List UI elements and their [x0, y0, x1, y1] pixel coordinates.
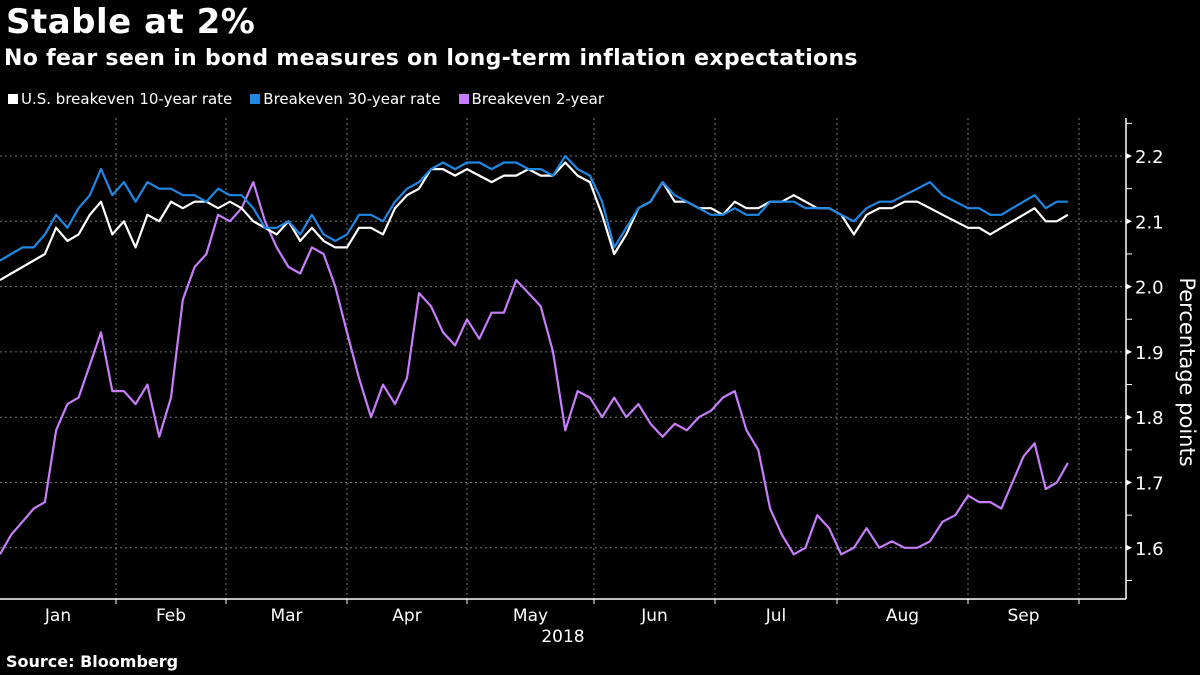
y-tick-marker [1126, 414, 1132, 421]
legend-label-2yr: Breakeven 2-year [471, 90, 605, 108]
legend: U.S. breakeven 10-year rate Breakeven 30… [8, 90, 604, 108]
y-tick-label: 1.8 [1135, 408, 1164, 429]
legend-swatch-2yr [458, 94, 469, 104]
y-tick-label: 2.2 [1135, 147, 1164, 168]
y-tick-label: 2.1 [1135, 212, 1164, 233]
x-axis-year-label: 2018 [541, 627, 584, 647]
y-tick-marker [1126, 348, 1132, 355]
x-tick-label: Jul [765, 606, 787, 626]
legend-swatch-10yr [8, 94, 18, 104]
y-tick-label: 1.6 [1135, 539, 1164, 560]
x-tick-label: Sep [1007, 606, 1039, 626]
legend-swatch-30yr [250, 94, 261, 104]
y-tick-label: 2.0 [1135, 278, 1164, 299]
gridlines [0, 118, 1126, 599]
legend-item-30yr: Breakeven 30-year rate [250, 90, 441, 108]
chart-title: Stable at 2% [6, 2, 256, 42]
legend-item-10yr: U.S. breakeven 10-year rate [8, 90, 232, 108]
x-tick-label: Mar [270, 606, 302, 626]
axes [0, 118, 1132, 604]
x-tick-label: Jun [640, 606, 668, 626]
legend-label-10yr: U.S. breakeven 10-year rate [21, 90, 233, 108]
x-tick-label: May [513, 606, 548, 626]
series-line-2yr [0, 181, 1069, 556]
y-tick-label: 1.9 [1135, 343, 1164, 364]
y-tick-label: 1.7 [1135, 474, 1164, 495]
x-tick-label: Aug [886, 606, 919, 626]
y-axis-title: Percentage points [1175, 277, 1199, 466]
y-tick-marker [1126, 218, 1132, 225]
x-tick-label: Feb [156, 606, 186, 626]
series-line-30yr [0, 154, 1068, 262]
source-note: Source: Bloomberg [6, 652, 179, 671]
series-line-10yr [0, 161, 1069, 282]
axis-labels: 1.6 1.7 1.8 1.9 2.0 2.1 2.2 Jan Feb Mar Apr May Jun J… [44, 147, 1199, 647]
series-lines [0, 154, 1069, 556]
chart-subtitle: No fear seen in bond measures on long-te… [4, 46, 858, 71]
legend-item-2yr: Breakeven 2-year [458, 90, 605, 108]
y-tick-marker [1126, 479, 1132, 486]
legend-label-30yr: Breakeven 30-year rate [263, 90, 441, 108]
y-tick-marker [1126, 153, 1132, 159]
y-tick-marker [1126, 283, 1132, 290]
x-tick-label: Apr [392, 606, 421, 626]
y-tick-marker [1126, 544, 1132, 551]
x-tick-label: Jan [44, 606, 71, 626]
